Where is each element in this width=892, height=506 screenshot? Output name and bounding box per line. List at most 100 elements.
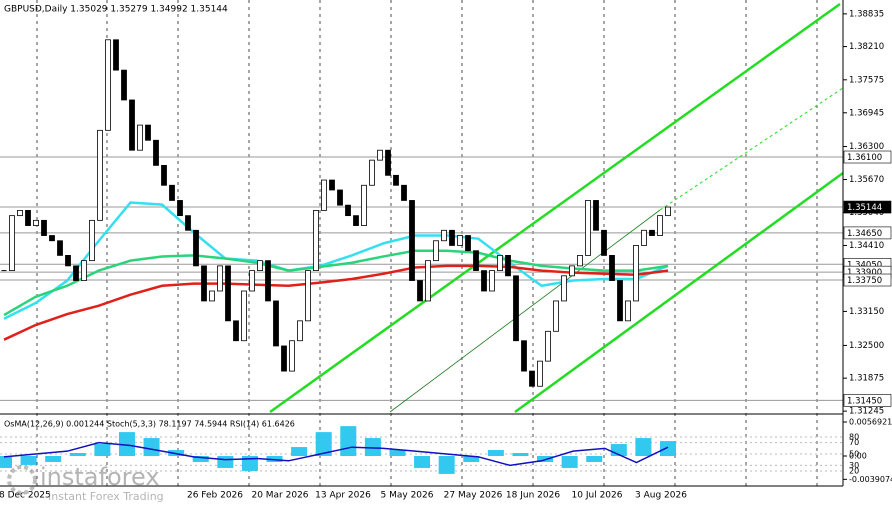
- y-tick-label: 1.36945: [849, 108, 884, 118]
- candle-body: [169, 184, 175, 201]
- candle-body: [457, 235, 463, 246]
- x-tick-label: 13 Apr 2026: [315, 491, 371, 501]
- level-box: [843, 150, 892, 164]
- osma-bar: [364, 438, 381, 456]
- y-tick-label: 1.38210: [849, 42, 884, 52]
- osma-bar: [315, 432, 332, 456]
- candle-body: [33, 219, 39, 226]
- x-tick-label: 18 Jun 2026: [506, 491, 560, 501]
- candle-body: [81, 260, 87, 281]
- osma-bar: [217, 456, 234, 468]
- candle-body: [265, 260, 271, 302]
- candle-body: [513, 275, 519, 342]
- candle-body: [281, 345, 287, 372]
- rsi-tick-label: 30: [849, 461, 859, 470]
- candle-body: [313, 210, 319, 271]
- watermark-tagline: Instant Forex Trading: [48, 490, 164, 503]
- moving-average: [3, 264, 669, 341]
- candle-body: [465, 235, 471, 252]
- candle-body: [601, 229, 607, 256]
- candle-body: [577, 255, 583, 267]
- level-box: [843, 394, 892, 407]
- candle-body: [393, 174, 399, 186]
- candle-body: [193, 229, 199, 267]
- rsi-tick-label: 20: [849, 467, 859, 476]
- chart-title: GBPUSD,Daily 1.35029 1.35279 1.34992 1.3…: [4, 5, 228, 15]
- candle-body: [585, 200, 591, 256]
- rsi-tick-label: 80: [849, 433, 859, 442]
- indicator-caption: OsMA(12,26,9) 0.001244 Stoch(5,3,3) 78.1…: [4, 420, 295, 429]
- channel: [269, 2, 844, 414]
- candle-body: [345, 204, 351, 217]
- y-tick-label: 1.32500: [849, 341, 884, 351]
- osma-bar: [635, 438, 652, 456]
- osma-bar: [463, 456, 480, 462]
- level-label: 1.34650: [847, 229, 882, 239]
- rsi-tick-label: 70: [849, 438, 859, 447]
- candle-body: [201, 265, 207, 302]
- candle-body: [361, 184, 367, 226]
- watermark: instaforex Instant Forex Trading: [7, 463, 164, 503]
- osma-bar: [0, 456, 12, 468]
- level-label: 1.31450: [847, 396, 882, 406]
- candle-body: [217, 265, 223, 292]
- level-label: 1.34050: [847, 260, 882, 270]
- candle-body: [593, 200, 599, 231]
- candle-body: [641, 229, 647, 246]
- candle-body: [57, 240, 63, 256]
- indicator-pane: [0, 421, 847, 480]
- level-box: [843, 200, 892, 214]
- candle-body: [177, 200, 183, 217]
- candle-body: [353, 215, 359, 226]
- candle-body: [609, 255, 615, 281]
- candle-body: [649, 229, 655, 236]
- x-tick-label: 27 May 2026: [444, 491, 503, 501]
- candle-body: [545, 330, 551, 362]
- x-tick-label: 26 Feb 2026: [187, 491, 243, 501]
- rsi-tick-label: 50: [849, 450, 859, 459]
- osma-tick-label: 0.00: [849, 452, 867, 461]
- candle-body: [321, 179, 327, 211]
- candle-body: [497, 255, 503, 271]
- osma-bar: [340, 426, 357, 456]
- candle-body: [65, 255, 71, 267]
- rsi-line: [3, 441, 669, 467]
- y-tick-label: 1.31875: [849, 374, 884, 384]
- candle-body: [433, 240, 439, 262]
- levels: [0, 156, 843, 401]
- osma-bar: [45, 456, 62, 462]
- candle-body: [161, 164, 167, 186]
- osma-bar: [143, 438, 160, 456]
- candle-body: [17, 210, 23, 217]
- candle-body: [377, 149, 383, 161]
- candle-body: [233, 320, 239, 342]
- osma-tick-label: 0.0056921: [849, 418, 892, 427]
- candle-body: [337, 189, 343, 206]
- candle-body: [113, 39, 119, 71]
- candle-body: [617, 280, 623, 322]
- candle-body: [305, 270, 311, 322]
- candle-body: [489, 270, 495, 292]
- candle-body: [121, 69, 127, 101]
- level-label: 1.33750: [847, 276, 882, 286]
- x-tick-label: 20 Mar 2026: [251, 491, 308, 501]
- y-tick-label: 1.36300: [849, 142, 884, 152]
- osma-bar: [660, 441, 676, 456]
- candle-body: [297, 320, 303, 342]
- candle-body: [537, 360, 543, 387]
- osma-bar: [192, 456, 209, 462]
- level-box: [843, 273, 892, 287]
- candle-body: [633, 245, 639, 302]
- candle-body: [185, 215, 191, 231]
- osma-bar: [414, 456, 431, 468]
- candle-body: [89, 219, 95, 262]
- moving-average: [3, 201, 669, 320]
- candle-body: [473, 250, 479, 271]
- y-tick-label: 1.37575: [849, 75, 884, 85]
- osma-bar: [512, 453, 529, 456]
- candle-body: [145, 124, 151, 141]
- candles: [1, 39, 671, 387]
- candle-body: [153, 139, 159, 166]
